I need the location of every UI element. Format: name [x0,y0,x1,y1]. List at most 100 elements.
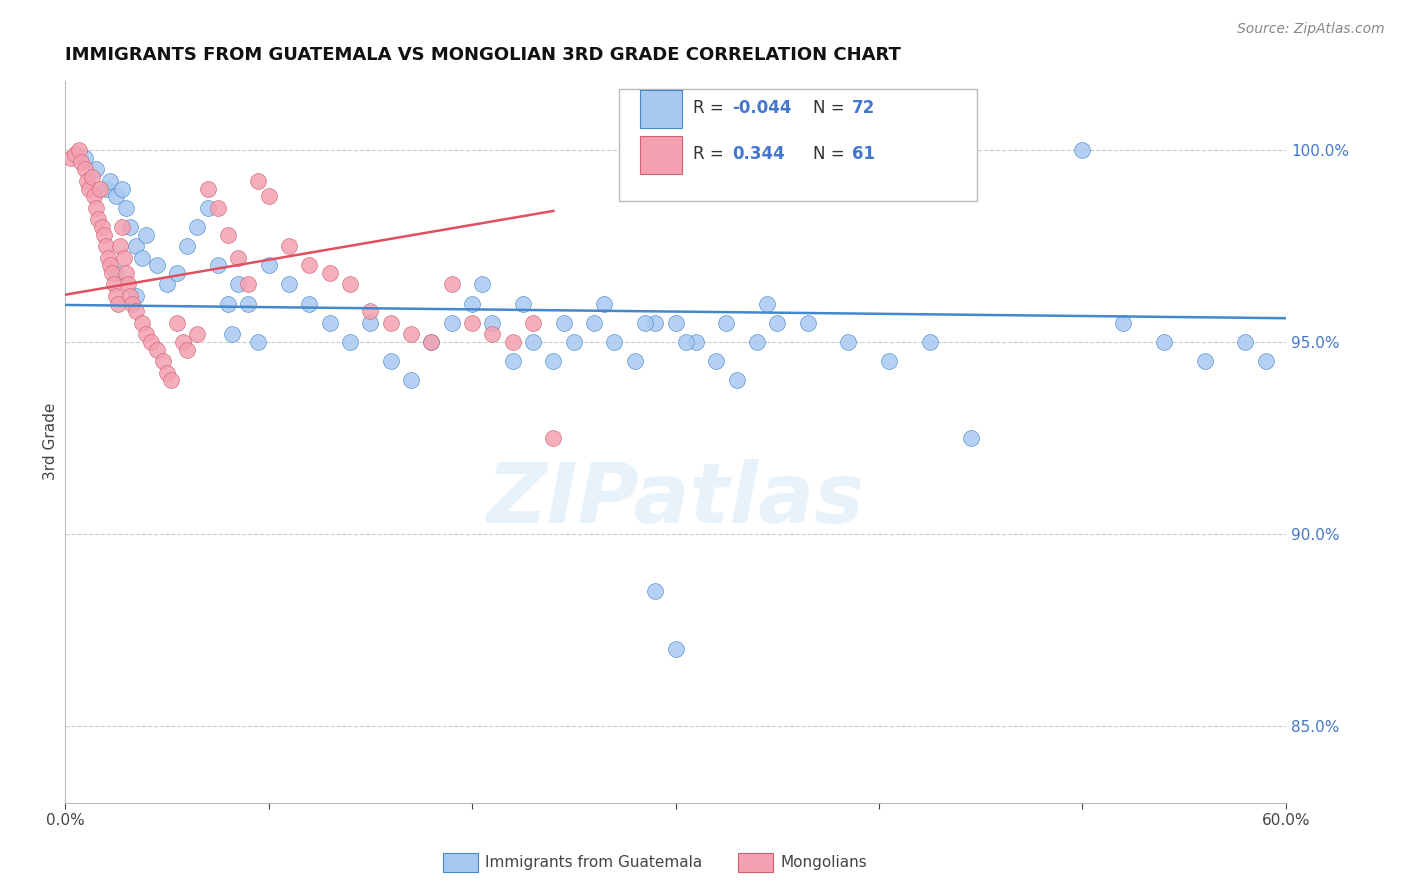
Point [115,201,138,215]
Point [166,316,188,330]
Point [918,334,941,349]
Point [277,239,299,253]
Point [359,304,381,318]
Point [120,289,142,303]
Point [420,334,443,349]
Point [745,334,768,349]
Point [1153,334,1175,349]
Point [115,266,138,280]
Point [120,219,142,234]
Point [420,334,443,349]
Point [877,354,900,368]
Point [197,181,219,195]
Point [716,316,738,330]
Point [226,277,249,292]
Point [98,174,121,188]
Point [593,296,616,310]
Point [339,334,361,349]
Point [176,343,198,357]
Text: R =: R = [693,145,734,163]
Point [117,277,139,292]
Point [1234,334,1257,349]
Point [502,354,524,368]
Point [112,251,135,265]
Point [257,189,280,203]
Point [238,296,260,310]
Point [166,266,188,280]
Text: N =: N = [813,99,849,117]
Point [797,316,820,330]
Text: IMMIGRANTS FROM GUATEMALA VS MONGOLIAN 3RD GRADE CORRELATION CHART: IMMIGRANTS FROM GUATEMALA VS MONGOLIAN 3… [65,46,901,64]
Text: 61: 61 [852,145,875,163]
Point [207,258,229,272]
Point [704,354,727,368]
Point [217,227,239,242]
Point [111,219,134,234]
Point [553,316,575,330]
Point [664,642,686,657]
Text: Mongolians: Mongolians [780,855,868,870]
Point [90,219,112,234]
Point [186,327,208,342]
Point [104,289,127,303]
Point [461,316,484,330]
Point [135,327,157,342]
Point [67,143,90,157]
Point [471,277,494,292]
Point [226,251,249,265]
Point [97,251,120,265]
Point [131,251,153,265]
Point [60,151,83,165]
Point [217,296,239,310]
Point [257,258,280,272]
Text: 0.344: 0.344 [733,145,786,163]
Point [603,334,626,349]
Point [131,316,153,330]
Point [84,201,107,215]
Point [101,266,124,280]
Point [318,316,340,330]
Point [156,277,179,292]
Point [83,189,105,203]
Text: Source: ZipAtlas.com: Source: ZipAtlas.com [1237,22,1385,37]
Point [104,189,127,203]
Point [959,431,981,445]
Point [583,316,606,330]
Point [543,431,565,445]
Point [380,354,402,368]
Y-axis label: 3rd Grade: 3rd Grade [44,403,58,481]
Point [562,334,585,349]
Point [522,316,544,330]
Point [247,174,270,188]
Point [1254,354,1277,368]
Point [135,227,157,242]
Point [111,181,134,195]
Point [98,258,121,272]
Point [756,296,779,310]
Point [145,343,167,357]
Point [502,334,524,349]
Point [624,354,647,368]
Point [70,154,93,169]
Point [125,239,148,253]
Point [79,181,101,195]
Point [65,147,87,161]
Point [139,334,162,349]
Text: R =: R = [693,99,730,117]
Text: 72: 72 [852,99,876,117]
Point [543,354,565,368]
Point [160,373,183,387]
Point [277,277,299,292]
Point [644,584,666,599]
Point [359,316,381,330]
Text: ZIPatlas: ZIPatlas [486,459,865,540]
Point [512,296,534,310]
Point [176,239,198,253]
Point [145,258,167,272]
Point [104,266,127,280]
Point [440,277,463,292]
Point [1112,316,1135,330]
Point [298,296,321,310]
Point [75,162,97,177]
Point [461,296,484,310]
